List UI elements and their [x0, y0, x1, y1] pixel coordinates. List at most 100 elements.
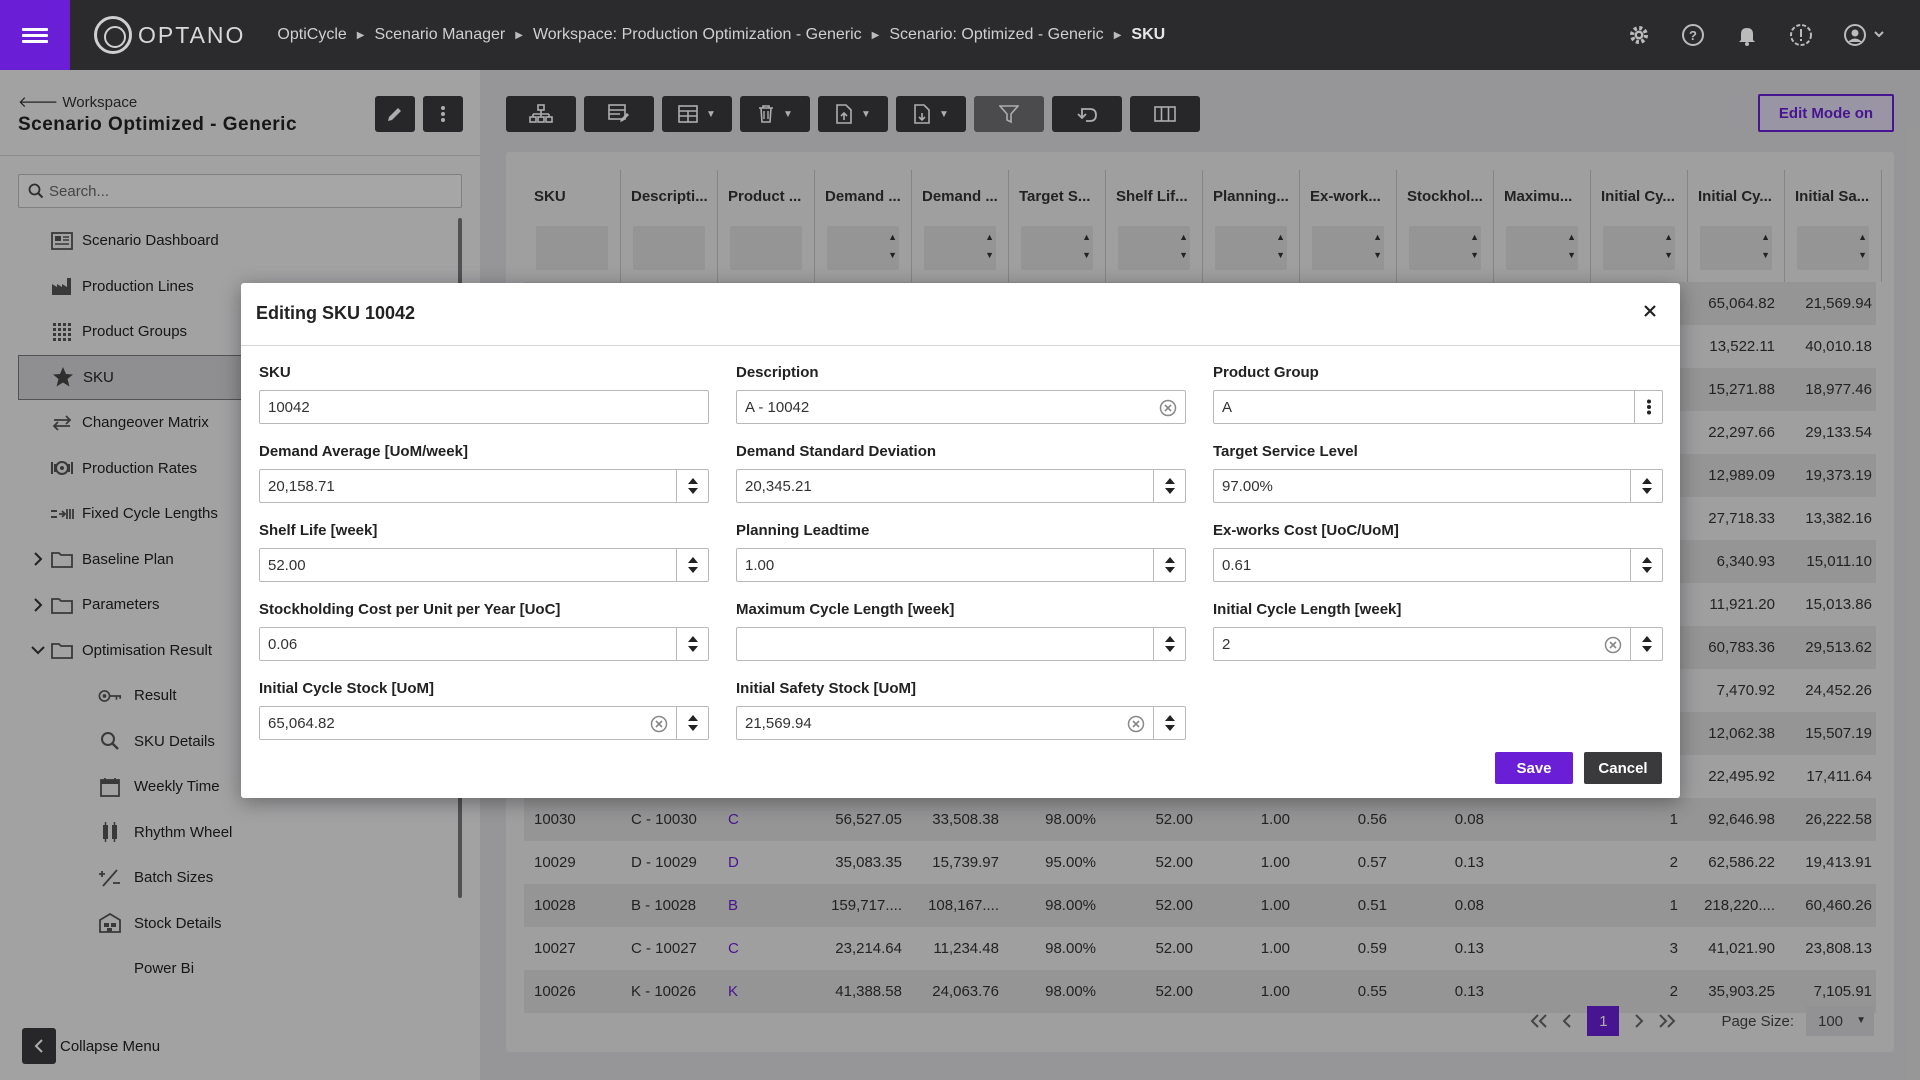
column-filter-input[interactable] — [924, 226, 996, 270]
user-menu-button[interactable] — [1840, 20, 1890, 50]
column-filter-input[interactable] — [1700, 226, 1772, 270]
filter-stepper-icon[interactable]: ▲ ▼ — [1276, 232, 1285, 260]
ex-works-cost-input[interactable] — [1214, 549, 1630, 581]
table-cell[interactable]: 18,977.46 — [1805, 381, 1872, 398]
table-cell[interactable]: 41,021.90 — [1708, 940, 1775, 957]
table-cell[interactable]: 1.00 — [1260, 811, 1290, 828]
close-dialog-button[interactable] — [1640, 301, 1660, 321]
collapse-menu-button[interactable]: Collapse Menu — [22, 1028, 160, 1064]
table-cell[interactable]: 17,411.64 — [1806, 768, 1872, 785]
column-header[interactable]: Initial Sa... ▲ ▼ — [1785, 170, 1882, 282]
table-cell[interactable]: 0.57 — [1357, 854, 1387, 871]
column-header[interactable]: Initial Cy... ▲ ▼ — [1591, 170, 1688, 282]
breadcrumb-workspace[interactable]: Workspace: Production Optimization - Gen… — [532, 26, 862, 43]
table-row[interactable]: 22,297.66 29,133.54 — [524, 411, 1876, 454]
import-button[interactable]: ▼ — [818, 96, 888, 132]
number-stepper[interactable] — [1630, 470, 1662, 502]
column-header[interactable]: Demand ... ▲ ▼ — [912, 170, 1009, 282]
column-header[interactable]: Demand ... ▲ ▼ — [815, 170, 912, 282]
bell-icon[interactable] — [1732, 20, 1762, 50]
table-cell[interactable]: 1 — [1669, 811, 1678, 828]
column-filter-input[interactable] — [827, 226, 899, 270]
table-cell[interactable]: 24,452.26 — [1805, 682, 1872, 699]
prev-page-button[interactable] — [1553, 1006, 1581, 1036]
table-cell[interactable]: 7,105.91 — [1813, 983, 1872, 1000]
undo-button[interactable] — [1052, 96, 1122, 132]
table-cell[interactable]: 23,808.13 — [1805, 940, 1872, 957]
table-cell[interactable]: 1 — [1669, 897, 1678, 914]
table-cell[interactable]: 62,586.22 — [1708, 854, 1775, 871]
table-cell[interactable]: 7,470.92 — [1716, 682, 1775, 699]
table-cell[interactable]: 0.13 — [1454, 854, 1484, 871]
hamburger-menu-button[interactable] — [0, 0, 70, 70]
table-cell[interactable]: 10029 — [534, 854, 576, 871]
table-cell[interactable]: 24,063.76 — [932, 983, 999, 1000]
sidebar-search[interactable]: Search... — [18, 174, 462, 208]
table-cell[interactable]: 15,271.88 — [1708, 381, 1775, 398]
sidebar-item-production-rates[interactable]: Production Rates — [18, 446, 462, 492]
number-stepper[interactable] — [676, 549, 708, 581]
table-row[interactable]: 10028 B - 10028 B 159,717.... 108,167.... 98.… — [524, 884, 1876, 927]
table-cell[interactable]: 2 — [1669, 983, 1678, 1000]
sidebar-item-production-lines[interactable]: Production Lines — [18, 264, 462, 310]
filter-stepper-icon[interactable]: ▲ ▼ — [1179, 232, 1188, 260]
chevron-right-icon[interactable] — [30, 551, 46, 567]
shelf-life-input[interactable] — [260, 549, 676, 581]
filter-stepper-icon[interactable]: ▲ ▼ — [1470, 232, 1479, 260]
target-service-level-input[interactable] — [1214, 470, 1630, 502]
table-cell[interactable]: 0.59 — [1357, 940, 1387, 957]
filter-stepper-icon[interactable]: ▲ ▼ — [1858, 232, 1867, 260]
chevron-right-icon[interactable] — [30, 597, 46, 613]
table-cell[interactable]: 41,388.58 — [835, 983, 902, 1000]
settings-icon[interactable] — [1624, 20, 1654, 50]
table-cell[interactable]: 52.00 — [1155, 983, 1193, 1000]
column-filter-input[interactable] — [1215, 226, 1287, 270]
scenario-more-button[interactable] — [423, 96, 463, 132]
sidebar-item-changeover-matrix[interactable]: Changeover Matrix — [18, 400, 462, 446]
table-cell[interactable]: 3 — [1669, 940, 1678, 957]
table-cell[interactable]: 1.00 — [1260, 983, 1290, 1000]
breadcrumb-scenario-manager[interactable]: Scenario Manager — [374, 26, 506, 43]
table-cell[interactable]: 95.00% — [1045, 854, 1096, 871]
table-row[interactable]: 10026 K - 10026 K 41,388.58 24,063.76 98.00% 5… — [524, 970, 1876, 1013]
column-header[interactable]: Descripti... — [621, 170, 718, 282]
table-cell[interactable]: 23,214.64 — [835, 940, 902, 957]
table-cell[interactable]: C - 10030 — [631, 811, 697, 828]
column-filter-input[interactable] — [1118, 226, 1190, 270]
table-row[interactable]: 11,921.20 15,013.86 — [524, 583, 1876, 626]
column-filter-input[interactable] — [730, 226, 802, 270]
table-cell[interactable]: 0.56 — [1357, 811, 1387, 828]
table-cell[interactable]: 12,989.09 — [1708, 467, 1775, 484]
demand-standard-deviation-input[interactable] — [737, 470, 1153, 502]
sidebar-item-parameters[interactable]: Parameters — [18, 582, 462, 628]
column-filter-input[interactable] — [1797, 226, 1869, 270]
chevron-down-icon[interactable] — [30, 642, 46, 658]
number-stepper[interactable] — [1153, 549, 1185, 581]
table-cell[interactable]: 2 — [1669, 854, 1678, 871]
table-cell[interactable]: K - 10026 — [631, 983, 697, 1000]
table-row[interactable]: 22,495.92 17,411.64 — [524, 755, 1876, 798]
sidebar-item-scenario-dashboard[interactable]: Scenario Dashboard — [18, 218, 462, 264]
column-header[interactable]: Stockhol... ▲ ▼ — [1397, 170, 1494, 282]
number-stepper[interactable] — [1153, 470, 1185, 502]
alert-icon[interactable] — [1786, 20, 1816, 50]
table-cell[interactable]: 1.00 — [1260, 940, 1290, 957]
table-cell[interactable]: 15,013.86 — [1805, 596, 1872, 613]
table-cell[interactable]: 6,340.93 — [1716, 553, 1775, 570]
next-page-button[interactable] — [1625, 1006, 1653, 1036]
table-cell[interactable]: 22,495.92 — [1708, 768, 1775, 785]
table-cell[interactable]: 98.00% — [1045, 940, 1096, 957]
table-cell[interactable]: 52.00 — [1155, 940, 1193, 957]
table-cell[interactable]: D - 10029 — [631, 854, 697, 871]
sidebar-item-stock-details[interactable]: Stock Details — [18, 901, 462, 947]
page-number-button[interactable]: 1 — [1587, 1006, 1620, 1036]
table-cell[interactable]: B — [728, 897, 739, 914]
back-to-workspace-link[interactable]: 🡐 Workspace — [18, 92, 137, 111]
edit-table-button[interactable] — [584, 96, 654, 132]
filter-button[interactable] — [974, 96, 1044, 132]
table-cell[interactable]: C - 10027 — [631, 940, 697, 957]
table-cell[interactable]: K — [728, 983, 739, 1000]
number-stepper[interactable] — [1153, 628, 1185, 660]
table-cell[interactable]: 26,222.58 — [1805, 811, 1872, 828]
column-header[interactable]: Maximu... ▲ ▼ — [1494, 170, 1591, 282]
